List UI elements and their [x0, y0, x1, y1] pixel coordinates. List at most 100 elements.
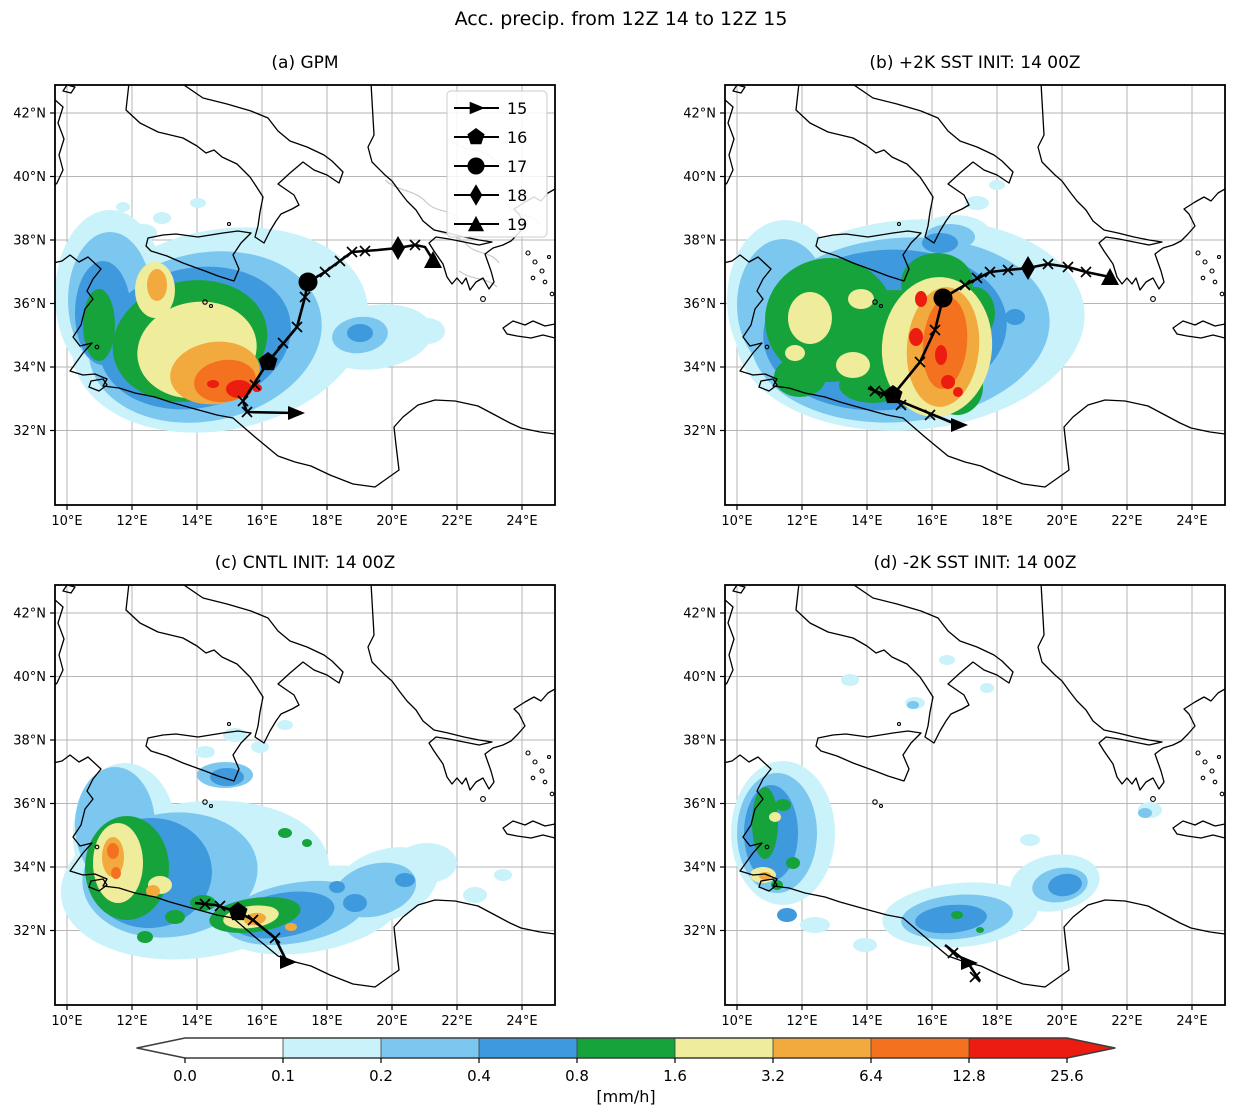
panel-b-map: 10°E 12°E 14°E 16°E 18°E 20°E 22°E 24°E 42°N 40°N…: [683, 84, 1226, 529]
precip-field: [727, 180, 1085, 431]
pentagon-marker: [883, 385, 903, 404]
x-marker: [959, 279, 971, 291]
x-tick-label: 18°E: [311, 514, 342, 529]
axis-ticks: 10°E 12°E 14°E 16°E 18°E 20°E 22°E 24°E 42°N 40°N…: [13, 107, 537, 530]
pentagon-marker: [228, 902, 248, 921]
coastlines: [725, 585, 1225, 988]
y-tick-label: 34°N: [13, 861, 46, 876]
track-legend: 15 16 17 18 19: [446, 90, 548, 238]
x-marker: [199, 898, 211, 910]
legend-box: [446, 90, 548, 238]
x-marker: [914, 356, 926, 368]
triangle-right-marker: [469, 101, 485, 115]
map-content: [55, 585, 555, 1005]
cyclone-track: [944, 943, 982, 983]
colorbar-tick-label: 12.8: [952, 1067, 985, 1085]
coastlines: [725, 85, 1225, 488]
y-tick-label: 38°N: [13, 734, 46, 749]
panel-d-title: (d) -2K SST INIT: 14 00Z: [873, 553, 1077, 573]
precip-field: [731, 655, 1162, 952]
y-tick-label: 32°N: [683, 424, 716, 439]
x-tick-label: 24°E: [506, 1014, 537, 1029]
triangle-right-marker: [951, 418, 968, 432]
x-marker: [359, 245, 371, 257]
x-tick-label: 18°E: [981, 514, 1012, 529]
x-marker: [241, 406, 253, 418]
legend-entry-label: 19: [507, 215, 527, 234]
map-content: [55, 85, 555, 505]
precip-field: [55, 198, 445, 433]
y-tick-label: 32°N: [683, 924, 716, 939]
y-tick-label: 38°N: [683, 734, 716, 749]
x-marker: [971, 272, 983, 284]
triangle-up-marker: [424, 251, 442, 268]
y-tick-label: 36°N: [683, 297, 716, 312]
triangle-up-marker: [1101, 268, 1119, 285]
circle-marker: [933, 288, 953, 308]
pentagon-marker: [467, 128, 485, 145]
x-tick-label: 14°E: [181, 514, 212, 529]
colorbar-tick-label: 0.0: [173, 1067, 197, 1085]
x-tick-label: 20°E: [376, 514, 407, 529]
x-tick-label: 24°E: [1176, 514, 1207, 529]
colorbar-tick-label: 25.6: [1050, 1067, 1083, 1085]
x-marker: [1042, 258, 1054, 270]
triangle-right-marker: [961, 956, 978, 970]
y-tick-label: 42°N: [683, 607, 716, 622]
y-tick-label: 40°N: [13, 170, 46, 185]
colorbar-unit-label: [mm/h]: [596, 1087, 656, 1106]
x-tick-label: 24°E: [506, 514, 537, 529]
axis-ticks: 10°E 12°E 14°E 16°E 18°E 20°E 22°E 24°E 42°N 40°N…: [683, 107, 1207, 530]
x-tick-label: 18°E: [981, 1014, 1012, 1029]
map-b-svg: 10°E 12°E 14°E 16°E 18°E 20°E 22°E 24°E 42°N 40°N…: [683, 84, 1226, 529]
panel-a-title: (a) GPM: [271, 53, 339, 73]
x-tick-label: 22°E: [441, 1014, 472, 1029]
cyclone-track: [867, 256, 1119, 432]
x-marker: [291, 321, 303, 333]
axis-ticks: 10°E 12°E 14°E 16°E 18°E 20°E 22°E 24°E 42°N 40°N…: [683, 607, 1207, 1030]
triangle-right-marker: [288, 406, 305, 420]
cyclone-track: [194, 898, 297, 969]
diamond-marker: [469, 184, 483, 206]
colorbar: 0.0 0.1 0.2 0.4 0.8 1.6 3.2 6.4 12.8 25.6: [136, 1037, 1116, 1085]
circle-marker: [467, 157, 485, 175]
map-d-svg: 10°E 12°E 14°E 16°E 18°E 20°E 22°E 24°E 42°N 40°N…: [683, 584, 1226, 1029]
panel-d-map: 10°E 12°E 14°E 16°E 18°E 20°E 22°E 24°E 42°N 40°N…: [683, 584, 1226, 1029]
pentagon-marker: [258, 352, 278, 371]
colorbar-tick-label: 3.2: [761, 1067, 785, 1085]
x-marker: [984, 266, 996, 278]
colorbar-segments: [137, 1038, 1115, 1058]
x-tick-label: 16°E: [916, 514, 947, 529]
x-marker: [929, 324, 941, 336]
x-tick-label: 20°E: [1046, 514, 1077, 529]
map-border: [54, 584, 556, 1006]
coastlines: [55, 85, 555, 488]
colorbar-tick-label: 0.2: [369, 1067, 393, 1085]
x-tick-label: 22°E: [1111, 514, 1142, 529]
map-a-svg: 10°E 12°E 14°E 16°E 18°E 20°E 22°E 24°E 42°N 40°N…: [13, 84, 556, 529]
x-marker: [237, 395, 249, 407]
panel-a-map: 10°E 12°E 14°E 16°E 18°E 20°E 22°E 24°E 42°N 40°N…: [13, 84, 556, 529]
triangle-right-marker: [280, 955, 297, 969]
x-marker: [277, 337, 289, 349]
map-border: [54, 84, 556, 506]
x-tick-label: 10°E: [51, 1014, 82, 1029]
x-marker: [299, 291, 311, 303]
y-tick-label: 34°N: [683, 861, 716, 876]
y-tick-label: 38°N: [683, 234, 716, 249]
x-marker: [1080, 266, 1092, 278]
x-tick-label: 10°E: [51, 514, 82, 529]
x-tick-label: 16°E: [246, 1014, 277, 1029]
x-tick-label: 22°E: [1111, 1014, 1142, 1029]
x-tick-label: 20°E: [376, 1014, 407, 1029]
x-marker: [1062, 261, 1074, 273]
x-marker: [1002, 264, 1014, 276]
colorbar-tick-label: 1.6: [663, 1067, 687, 1085]
y-tick-label: 42°N: [683, 107, 716, 122]
x-tick-label: 14°E: [181, 1014, 212, 1029]
legend-entry-label: 16: [507, 128, 527, 147]
map-c-svg: 10°E 12°E 14°E 16°E 18°E 20°E 22°E 24°E 42°N 40°N…: [13, 584, 556, 1029]
precip-field: [60, 720, 512, 960]
y-tick-label: 32°N: [13, 924, 46, 939]
colorbar-tick-label: 6.4: [859, 1067, 883, 1085]
